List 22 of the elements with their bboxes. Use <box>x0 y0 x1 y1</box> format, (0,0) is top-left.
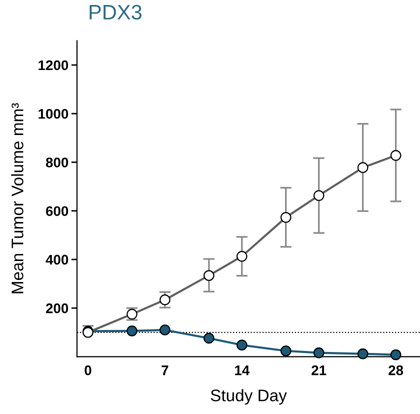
y-axis-title: Mean Tumor Volume mm³ <box>11 103 24 294</box>
y-tick-label: 200 <box>46 303 68 314</box>
y-tick-label: 800 <box>46 158 68 168</box>
y-tick-label: 1200 <box>38 60 68 70</box>
point <box>313 347 324 358</box>
point <box>236 340 248 350</box>
x-tick-label: 21 <box>312 365 326 376</box>
x-tick-label: 0 <box>84 365 92 376</box>
point <box>204 332 214 344</box>
y-tick-label: 1000 <box>38 108 68 119</box>
point <box>160 324 170 336</box>
x-axis-title: Study Day <box>210 389 287 405</box>
x-tick-label: 28 <box>388 365 404 376</box>
y-tick-label: 400 <box>46 254 68 265</box>
x-tick-label: 7 <box>162 366 168 376</box>
point <box>357 348 368 360</box>
point <box>390 349 402 360</box>
y-tick-label: 600 <box>46 206 68 216</box>
point <box>280 345 292 356</box>
x-tick-label: 14 <box>235 366 250 376</box>
point <box>126 326 138 336</box>
chart-title: PDX3 <box>90 4 142 20</box>
